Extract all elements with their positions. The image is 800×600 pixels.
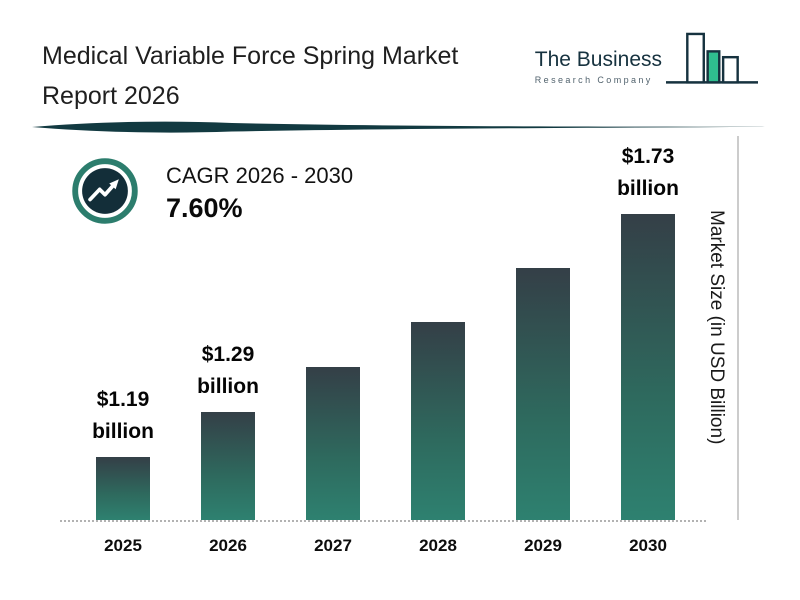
company-logo: The Business Research Company bbox=[535, 28, 758, 103]
cagr-period-label: CAGR 2026 - 2030 bbox=[166, 163, 354, 188]
bar-2029 bbox=[516, 268, 570, 520]
x-axis-label-2028: 2028 bbox=[419, 536, 457, 555]
x-axis-label-2025: 2025 bbox=[104, 536, 142, 555]
x-axis-label-2026: 2026 bbox=[209, 536, 247, 555]
company-logo-name: The Business bbox=[534, 48, 662, 71]
bar-2028 bbox=[411, 322, 465, 520]
company-logo-subtitle: Research Company bbox=[534, 75, 653, 85]
right-axis-line bbox=[737, 136, 739, 520]
x-axis-label-2027: 2027 bbox=[314, 536, 352, 555]
page-title: Medical Variable Force Spring Market Rep… bbox=[42, 36, 542, 116]
growth-trend-icon bbox=[72, 158, 138, 229]
bar-2026 bbox=[201, 412, 255, 520]
bar-chart-logo-icon bbox=[666, 28, 758, 103]
cagr-text: CAGR 2026 - 2030 7.60% bbox=[166, 163, 353, 224]
company-logo-text: The Business Research Company bbox=[535, 48, 662, 85]
y-axis-title: Market Size (in USD Billion) bbox=[706, 210, 727, 445]
cagr-block: CAGR 2026 - 2030 7.60% bbox=[72, 158, 353, 229]
bar-2025 bbox=[96, 457, 150, 520]
x-axis-label-2029: 2029 bbox=[524, 536, 562, 555]
bar-2030 bbox=[621, 214, 675, 520]
x-axis-label-2030: 2030 bbox=[629, 536, 667, 555]
page-title-line2: Report 2026 bbox=[42, 82, 180, 110]
divider-line bbox=[32, 119, 768, 140]
bar-value-label-2026: $1.29 billion bbox=[197, 343, 259, 398]
bar-value-label-2025: $1.19 billion bbox=[92, 388, 154, 443]
bar-chart: $1.19 billion 2025 $1.29 billion 2026 2027 2028… bbox=[60, 134, 706, 555]
bar-value-label-2030: $1.73 billion bbox=[617, 145, 679, 200]
page-title-line1: Medical Variable Force Spring Market bbox=[42, 42, 459, 70]
bar-2027 bbox=[306, 367, 360, 520]
cagr-value: 7.60% bbox=[166, 193, 243, 223]
